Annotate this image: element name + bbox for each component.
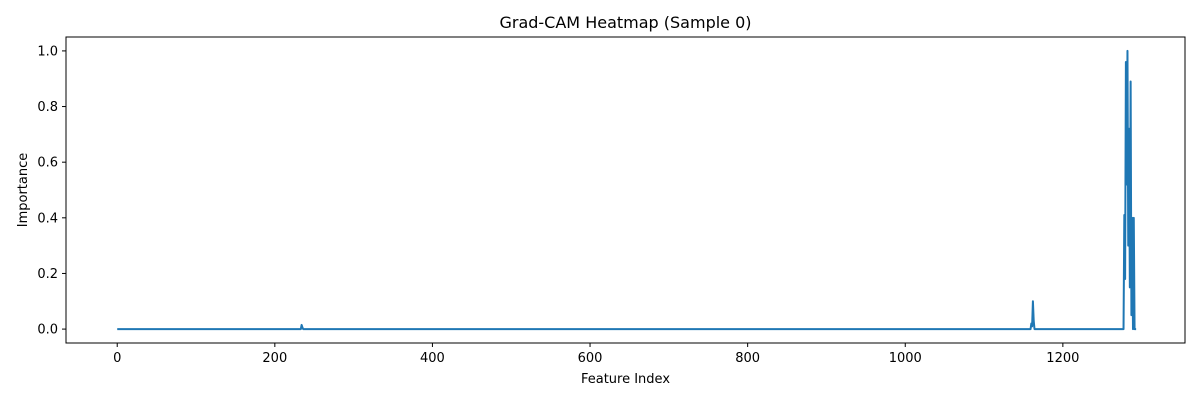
y-tick-label: 0.2 [37, 267, 58, 282]
x-tick-label: 1000 [889, 351, 922, 366]
y-tick-label: 0.8 [37, 100, 58, 115]
y-tick-label: 0.6 [37, 156, 58, 171]
y-axis-label: Importance [16, 153, 31, 228]
chart-title: Grad-CAM Heatmap (Sample 0) [499, 13, 751, 32]
x-tick-label: 400 [420, 351, 445, 366]
x-tick-label: 0 [113, 351, 121, 366]
x-tick-label: 800 [735, 351, 760, 366]
x-tick-label: 200 [262, 351, 287, 366]
ticks-layer: 0 200 400 600 800 1000 1200 0.0 0.2 0.4 0.6 0.8 1.0 [37, 44, 1079, 366]
x-axis-label: Feature Index [581, 372, 670, 387]
plot-frame [65, 36, 1186, 344]
y-tick-label: 0.0 [37, 323, 58, 338]
series-line [117, 49, 1137, 331]
series-layer [117, 49, 1137, 331]
x-tick-label: 600 [578, 351, 603, 366]
x-tick-label: 1200 [1046, 351, 1079, 366]
y-tick-label: 0.4 [37, 211, 58, 226]
y-tick-label: 1.0 [37, 44, 58, 59]
